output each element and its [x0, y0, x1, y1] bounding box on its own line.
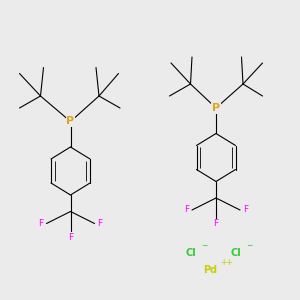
Text: Cl: Cl: [230, 248, 241, 259]
Text: F: F: [213, 219, 219, 228]
Text: Pd: Pd: [203, 265, 217, 275]
Text: P: P: [212, 103, 220, 113]
Text: F: F: [97, 219, 103, 228]
Text: −: −: [246, 242, 252, 250]
Text: −: −: [201, 242, 207, 250]
Text: F: F: [243, 206, 248, 214]
Text: F: F: [184, 206, 189, 214]
Text: F: F: [38, 219, 44, 228]
Text: Cl: Cl: [185, 248, 196, 259]
Text: F: F: [68, 232, 73, 242]
Text: ++: ++: [220, 258, 233, 267]
Text: P: P: [66, 116, 75, 127]
